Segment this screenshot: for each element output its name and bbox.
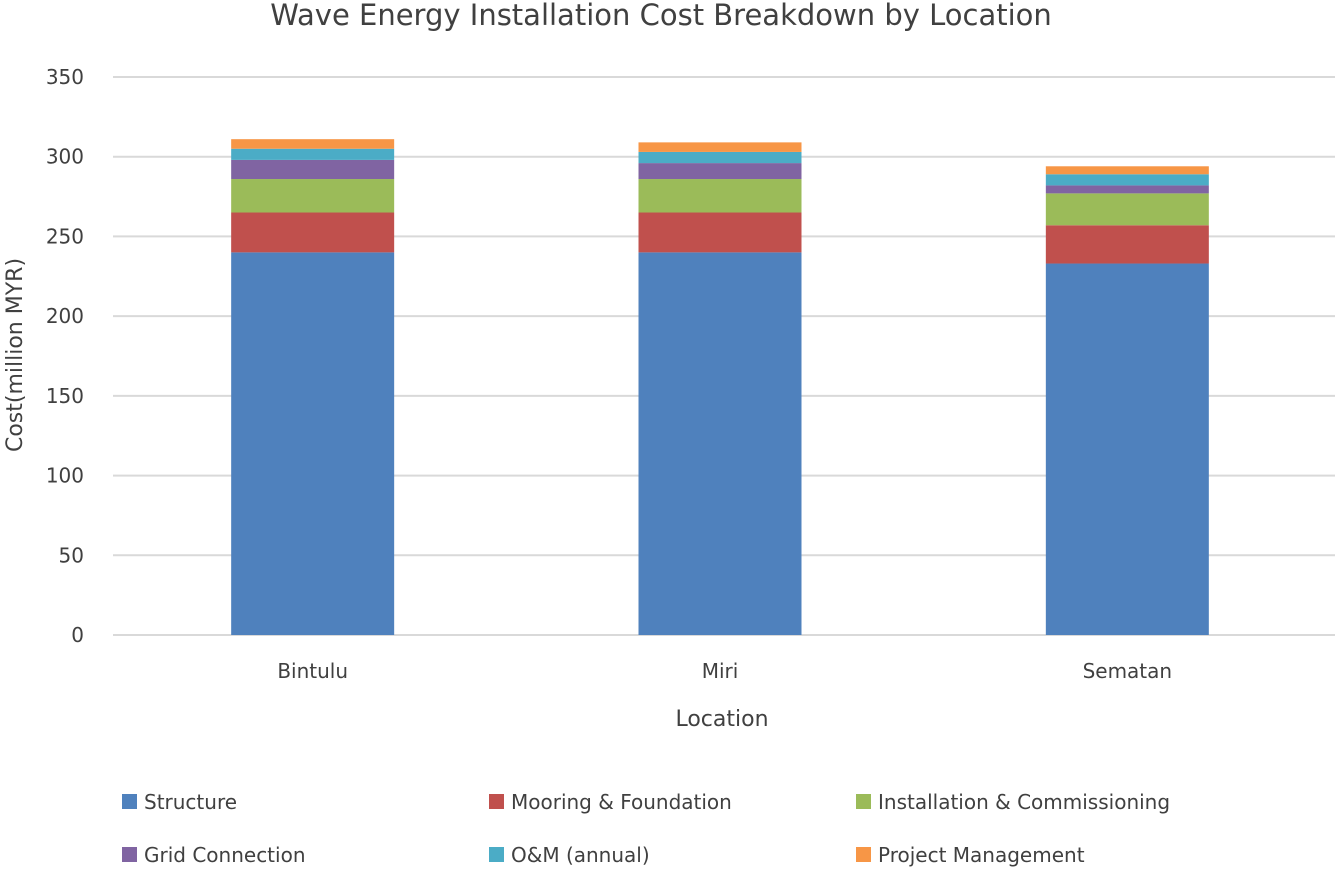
y-tick-label: 350 — [46, 65, 84, 89]
x-tick-label: Miri — [702, 659, 739, 683]
y-tick-label: 250 — [46, 224, 84, 248]
legend-label: Structure — [144, 790, 237, 814]
x-axis-label: Location — [675, 707, 768, 732]
legend-swatch — [122, 794, 137, 809]
x-axis-ticks: Bintulu Miri Sematan — [277, 659, 1172, 683]
y-tick-label: 0 — [71, 623, 84, 647]
bar-segment-sematan-5 — [1045, 174, 1209, 186]
legend-swatch — [489, 794, 504, 809]
bar-segment-sematan-3 — [1045, 193, 1209, 226]
bar-segment-bintulu-4 — [231, 159, 395, 180]
bar-segment-sematan-1 — [1045, 263, 1209, 635]
y-axis-label: Cost(million MYR) — [3, 258, 28, 452]
legend-label: Project Management — [878, 843, 1085, 867]
bar-segment-miri-6 — [638, 142, 802, 152]
x-tick-label: Bintulu — [277, 659, 348, 683]
bar-segment-bintulu-1 — [231, 252, 395, 635]
y-tick-label: 200 — [46, 304, 84, 328]
bar-segment-sematan-4 — [1045, 185, 1209, 194]
legend-label: Mooring & Foundation — [511, 790, 732, 814]
chart-title: Wave Energy Installation Cost Breakdown … — [270, 0, 1052, 32]
bar-segment-bintulu-5 — [231, 148, 395, 160]
legend-swatch — [122, 847, 137, 862]
bar-segment-miri-3 — [638, 179, 802, 213]
x-tick-label: Sematan — [1083, 659, 1173, 683]
bar-segment-miri-2 — [638, 212, 802, 253]
legend-label: O&M (annual) — [511, 843, 650, 867]
y-tick-label: 100 — [46, 464, 84, 488]
bar-segment-miri-4 — [638, 163, 802, 180]
bar-segment-bintulu-3 — [231, 179, 395, 213]
bar-segment-miri-5 — [638, 151, 802, 164]
legend-label: Installation & Commissioning — [878, 790, 1170, 814]
bar-segment-sematan-6 — [1045, 166, 1209, 175]
legend: Structure Mooring & Foundation Installatio… — [122, 790, 1170, 867]
y-axis-ticks: 0 50 100 150 200 250 300 350 — [46, 65, 84, 647]
y-tick-label: 300 — [46, 145, 84, 169]
legend-swatch — [856, 847, 871, 862]
legend-swatch — [856, 794, 871, 809]
bar-segment-miri-1 — [638, 252, 802, 635]
bars — [231, 139, 1209, 635]
bar-segment-bintulu-2 — [231, 212, 395, 253]
bar-segment-sematan-2 — [1045, 225, 1209, 264]
y-tick-label: 150 — [46, 384, 84, 408]
legend-label: Grid Connection — [144, 843, 306, 867]
y-tick-label: 50 — [59, 543, 84, 567]
legend-swatch — [489, 847, 504, 862]
bar-segment-bintulu-6 — [231, 139, 395, 149]
